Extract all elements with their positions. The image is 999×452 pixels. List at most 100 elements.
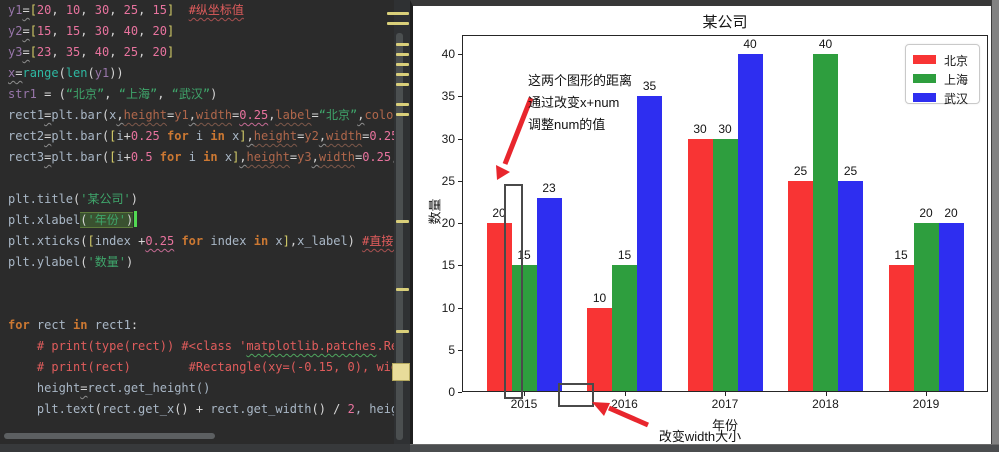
code-line[interactable]: str1 = (“北京”, “上海”, “武汉”)	[0, 84, 394, 105]
code-token: for	[159, 150, 182, 164]
code-token: )	[347, 234, 363, 248]
bar-武汉-2017	[737, 54, 763, 391]
code-line[interactable]: for rect in rect1:	[0, 315, 394, 336]
code-token: +	[123, 129, 131, 143]
code-token: height	[36, 381, 81, 395]
code-token: ,	[51, 45, 66, 59]
code-token: “上海”	[118, 87, 158, 101]
y-tick-label: 5	[448, 342, 455, 357]
code-token: 35	[65, 45, 81, 59]
code-line[interactable]: x=range(len(y1))	[0, 63, 394, 84]
code-line[interactable]: plt.xlabel('年份')	[0, 210, 394, 231]
code-token: rect	[29, 318, 74, 332]
code-token: ,	[138, 24, 153, 38]
legend-entry: 上海	[913, 72, 973, 87]
code-token: # print(type(rect)) #<class '	[8, 339, 247, 353]
editor-horizontal-scrollbar[interactable]	[4, 433, 215, 439]
code-token: [	[109, 129, 117, 143]
code-token: ]	[232, 150, 240, 164]
code-line[interactable]	[0, 168, 394, 189]
bar-value-label: 15	[617, 248, 632, 263]
y-tick-mark	[458, 265, 462, 267]
editor-error-stripe[interactable]	[387, 0, 410, 444]
code-token: ,	[357, 108, 365, 122]
code-token: =	[311, 108, 319, 122]
code-line[interactable]	[0, 273, 394, 294]
code-token: (	[73, 192, 81, 206]
code-token: ]	[239, 129, 247, 143]
code-line[interactable]: rect3=plt.bar([i+0.5 for i in x],height=…	[0, 147, 394, 168]
code-token: x	[268, 234, 283, 248]
code-text-area[interactable]: y1=[20, 10, 30, 25, 15] #纵坐标值 y2=[15, 15,…	[0, 0, 394, 430]
code-token: height	[123, 108, 167, 122]
code-line[interactable]: plt.xticks([index +0.25 for index in x],…	[0, 231, 394, 252]
code-line[interactable]: plt.ylabel('数量')	[0, 252, 394, 273]
bar-value-label: 25	[793, 163, 808, 178]
annotation-bottom-note: 改变width大小	[658, 429, 742, 444]
bar-value-label: 35	[642, 79, 657, 94]
code-line[interactable]: y3=[23, 35, 40, 25, 20]	[0, 42, 394, 63]
stripe-mark	[396, 288, 409, 291]
code-line[interactable]: plt.text(rect.get_x() + rect.get_width()…	[0, 399, 394, 420]
y-tick-mark	[458, 392, 462, 393]
code-line[interactable]: plt.title('某公司')	[0, 189, 394, 210]
code-token: 0.25	[145, 234, 175, 248]
code-token	[160, 129, 167, 143]
code-line[interactable]: y2=[15, 15, 30, 40, 20]	[0, 21, 394, 42]
code-token: ()	[311, 402, 334, 416]
code-token: =	[232, 108, 240, 122]
code-token: =	[80, 381, 88, 395]
code-token: rect.get_height()	[87, 381, 211, 395]
code-token: )	[125, 255, 134, 269]
code-token: in	[210, 129, 225, 143]
code-line[interactable]: # print(rect) #Rectangle(xy=(-0.15, 0), …	[0, 357, 394, 378]
code-token: i	[181, 150, 204, 164]
bar-value-label: 30	[718, 121, 732, 136]
code-token: (	[58, 66, 66, 80]
bar-value-label: 40	[818, 37, 833, 51]
code-line[interactable]: y1=[20, 10, 30, 25, 15] #纵坐标值	[0, 0, 394, 21]
code-token: (	[80, 213, 88, 227]
x-tick-label: 2019	[912, 397, 940, 411]
code-line[interactable]: rect1=plt.bar(x,height=y1,width=0.25,lab…	[0, 105, 394, 126]
y-tick-label: 35	[441, 89, 455, 104]
code-token: y1	[8, 3, 23, 17]
figure-window: 某公司 数量 年份 0 5 10 15 20 25 30 35 40 2015 2016 2017 2…	[410, 0, 994, 450]
code-token: in	[253, 234, 269, 248]
code-token: in	[73, 318, 88, 332]
stripe-mark	[396, 53, 409, 56]
code-editor[interactable]: y1=[20, 10, 30, 25, 15] #纵坐标值 y2=[15, 15,…	[0, 0, 410, 444]
bar-value-label: 25	[843, 163, 858, 178]
code-token: ,	[80, 45, 95, 59]
code-token: plt.ylabel	[8, 255, 81, 269]
stripe-note-marker	[392, 363, 410, 381]
code-token: )	[130, 192, 138, 206]
code-token: +	[195, 402, 204, 416]
code-line[interactable]: rect2=plt.bar([i+0.25 for i in x],height…	[0, 126, 394, 147]
code-token: i	[116, 150, 124, 164]
annotation-rect-small	[558, 383, 594, 407]
code-token: '某公司'	[80, 192, 131, 206]
code-token: rect1	[87, 318, 131, 332]
code-line[interactable]: # print(type(rect)) #<class 'matplotlib.…	[0, 336, 394, 357]
bar-上海-2019	[913, 223, 939, 391]
code-token: +	[138, 234, 146, 248]
code-token: ,	[80, 3, 95, 17]
y-tick-mark	[458, 54, 462, 55]
code-token: 30	[94, 24, 110, 38]
editor-vertical-scrollbar[interactable]	[396, 33, 403, 440]
code-token: x	[217, 150, 233, 164]
y-tick-label: 25	[441, 173, 455, 188]
code-token: 0.25	[369, 129, 394, 143]
annotation-rect-tall	[504, 184, 523, 399]
stripe-mark	[396, 330, 409, 333]
bar-北京-2019	[888, 265, 914, 391]
code-token: y2	[8, 24, 23, 38]
code-token: # print(rect) #Rectangle(xy=(-0.15, 0), …	[8, 360, 394, 374]
y-tick-mark	[458, 307, 462, 309]
code-token: 10	[65, 3, 81, 17]
code-line[interactable]	[0, 294, 394, 315]
code-line[interactable]: height=rect.get_height()	[0, 378, 394, 399]
code-token: [	[29, 3, 37, 17]
